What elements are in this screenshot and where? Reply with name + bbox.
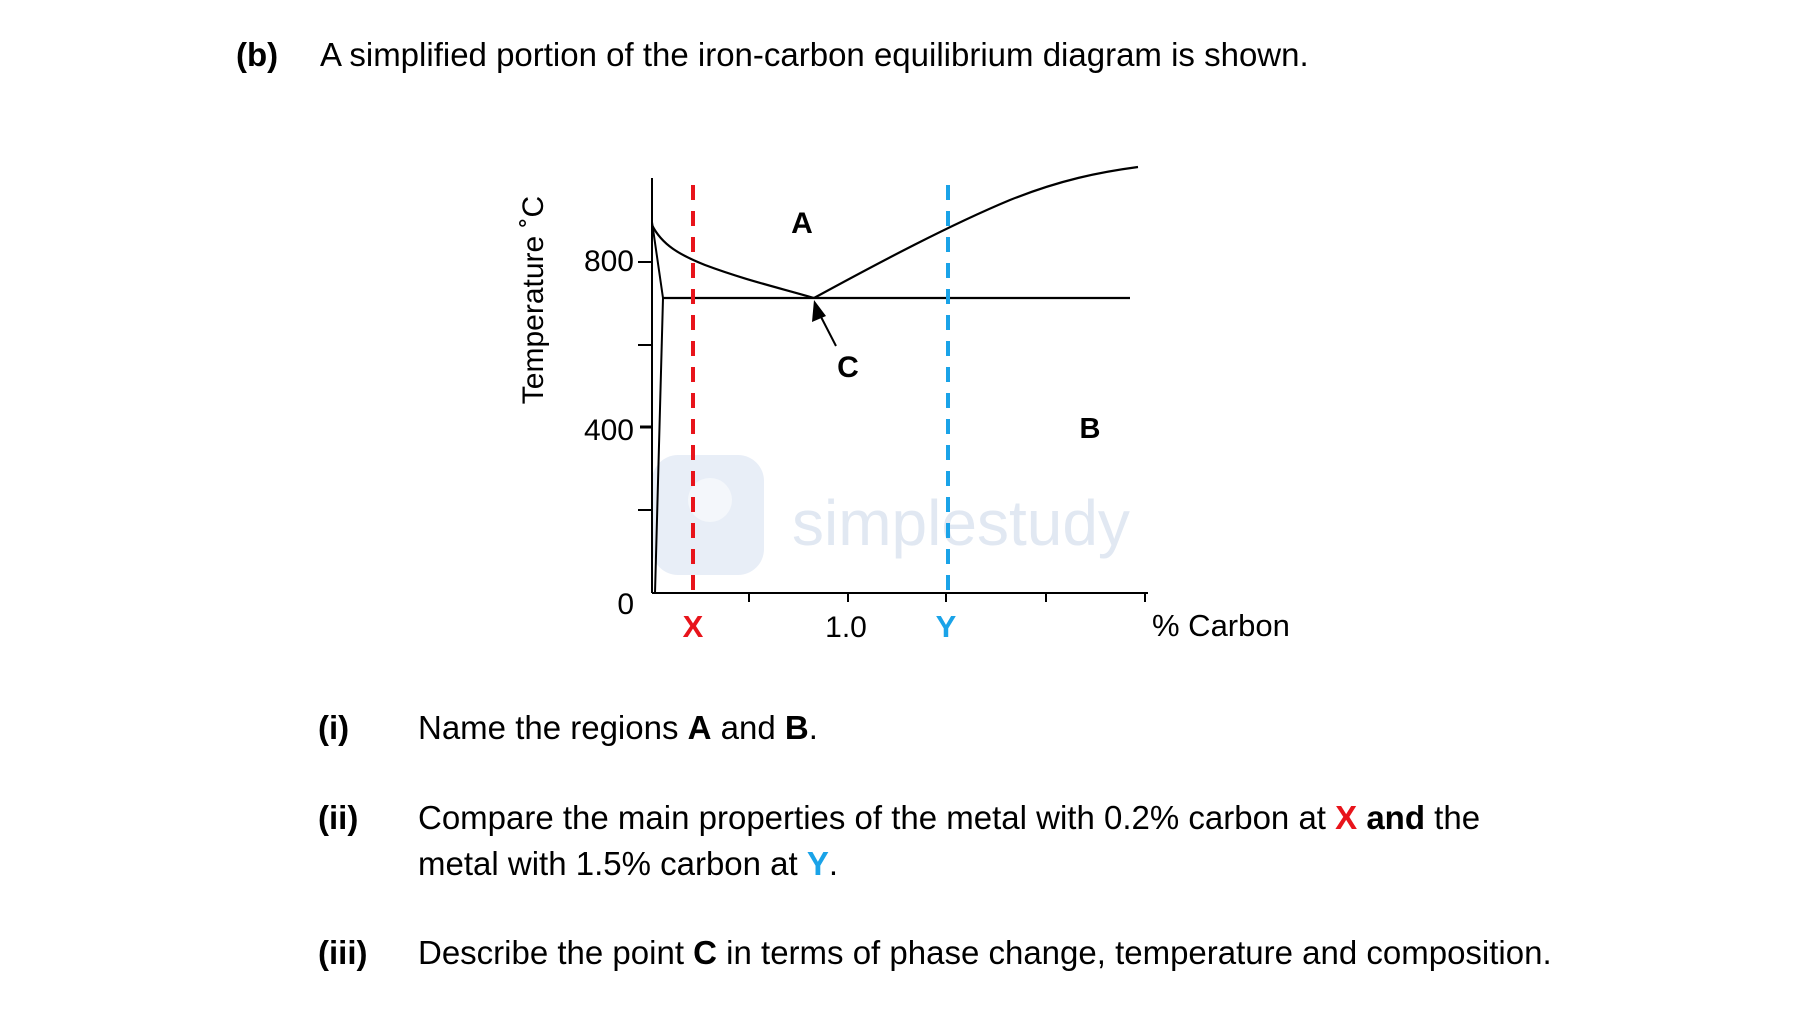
x-axis-label: % Carbon bbox=[1152, 608, 1290, 643]
region-b-label: B bbox=[1080, 413, 1101, 445]
liquidus-left-curve bbox=[651, 224, 815, 300]
iron-carbon-diagram: simplestudy 800 400 0 1.0 Temperature ˚C… bbox=[517, 165, 1290, 644]
point-c-arrow bbox=[818, 312, 837, 347]
y-tick-800: 800 bbox=[584, 245, 634, 278]
watermark-text: simplestudy bbox=[792, 487, 1130, 559]
question-1-number: (i) bbox=[318, 709, 350, 746]
solvus-line bbox=[651, 221, 665, 594]
question-2-text-line2: metal with 1.5% carbon at Y. bbox=[418, 845, 839, 882]
region-a-label: A bbox=[791, 207, 813, 240]
part-label: (b) bbox=[236, 36, 279, 73]
y-tick-0: 0 bbox=[617, 588, 634, 621]
y-axis-label: Temperature ˚C bbox=[517, 196, 550, 404]
x-tick-1-0: 1.0 bbox=[825, 611, 867, 644]
liquidus-right-curve bbox=[813, 165, 1139, 299]
marker-y: Y bbox=[936, 609, 957, 644]
question-2-number: (ii) bbox=[318, 799, 359, 836]
point-c-label: C bbox=[837, 351, 859, 384]
arrow-head-icon bbox=[812, 300, 826, 322]
question-2-text-line1: Compare the main properties of the metal… bbox=[418, 799, 1481, 836]
question-3-number: (iii) bbox=[318, 934, 368, 971]
question-3-text: Describe the point C in terms of phase c… bbox=[418, 934, 1552, 971]
part-intro: A simplified portion of the iron-carbon … bbox=[320, 36, 1309, 73]
y-tick-400: 400 bbox=[584, 414, 634, 447]
question-1-text: Name the regions A and B. bbox=[418, 709, 818, 746]
marker-x: X bbox=[683, 609, 704, 644]
watermark: simplestudy bbox=[652, 455, 1130, 575]
